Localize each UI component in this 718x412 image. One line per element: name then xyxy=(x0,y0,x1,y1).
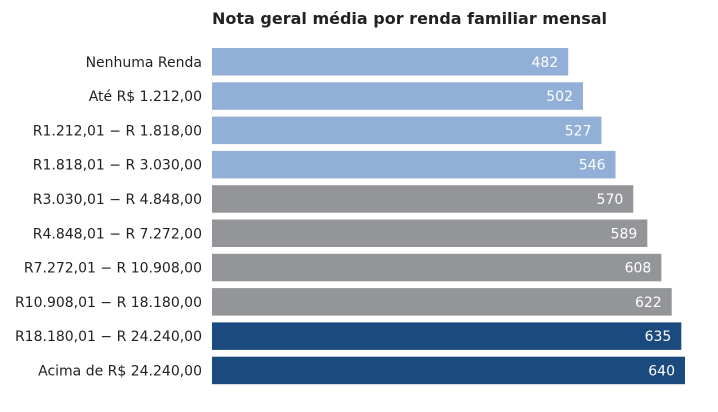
bar-6 xyxy=(212,253,662,282)
category-label-4: R3.030,01 − R 4.848,00 xyxy=(33,192,202,208)
bar-4 xyxy=(212,185,634,213)
category-label-3: R1.818,01 − R 3.030,00 xyxy=(33,158,202,174)
bar-3 xyxy=(212,150,616,179)
bar-8 xyxy=(212,322,682,350)
value-label-8: 635 xyxy=(645,329,672,345)
value-label-9: 640 xyxy=(648,363,675,379)
category-label-9: Acima de R$ 24.240,00 xyxy=(38,363,202,379)
category-labels: Nenhuma Renda Até R$ 1.212,00 R1.212,01 − … xyxy=(15,55,202,380)
category-label-0: Nenhuma Renda xyxy=(86,55,202,71)
category-label-1: Até R$ 1.212,00 xyxy=(89,89,202,105)
bar-5 xyxy=(212,219,648,247)
bar-2 xyxy=(212,116,602,145)
chart-title: Nota geral média por renda familiar mens… xyxy=(212,9,607,28)
value-label-4: 570 xyxy=(597,192,624,208)
value-label-2: 527 xyxy=(565,123,592,139)
bar-7 xyxy=(212,288,672,316)
category-label-8: R18.180,01 − R 24.240,00 xyxy=(15,329,202,345)
bar-1 xyxy=(212,82,584,110)
category-label-2: R1.212,01 − R 1.818,00 xyxy=(33,123,202,139)
bar-9 xyxy=(212,356,685,385)
category-label-5: R4.848,01 − R 7.272,00 xyxy=(33,226,202,242)
value-label-3: 546 xyxy=(579,158,606,174)
category-label-6: R7.272,01 − R 10.908,00 xyxy=(24,261,202,277)
value-label-6: 608 xyxy=(625,261,652,277)
value-label-5: 589 xyxy=(611,226,638,242)
value-label-7: 622 xyxy=(635,295,662,311)
value-labels: 482 502 527 546 570 589 608 622 635 640 xyxy=(531,55,675,380)
bar-0 xyxy=(212,48,569,76)
value-label-1: 502 xyxy=(546,89,573,105)
value-label-0: 482 xyxy=(531,55,558,71)
bars-group xyxy=(212,48,685,385)
category-label-7: R10.908,01 − R 18.180,00 xyxy=(15,295,202,311)
